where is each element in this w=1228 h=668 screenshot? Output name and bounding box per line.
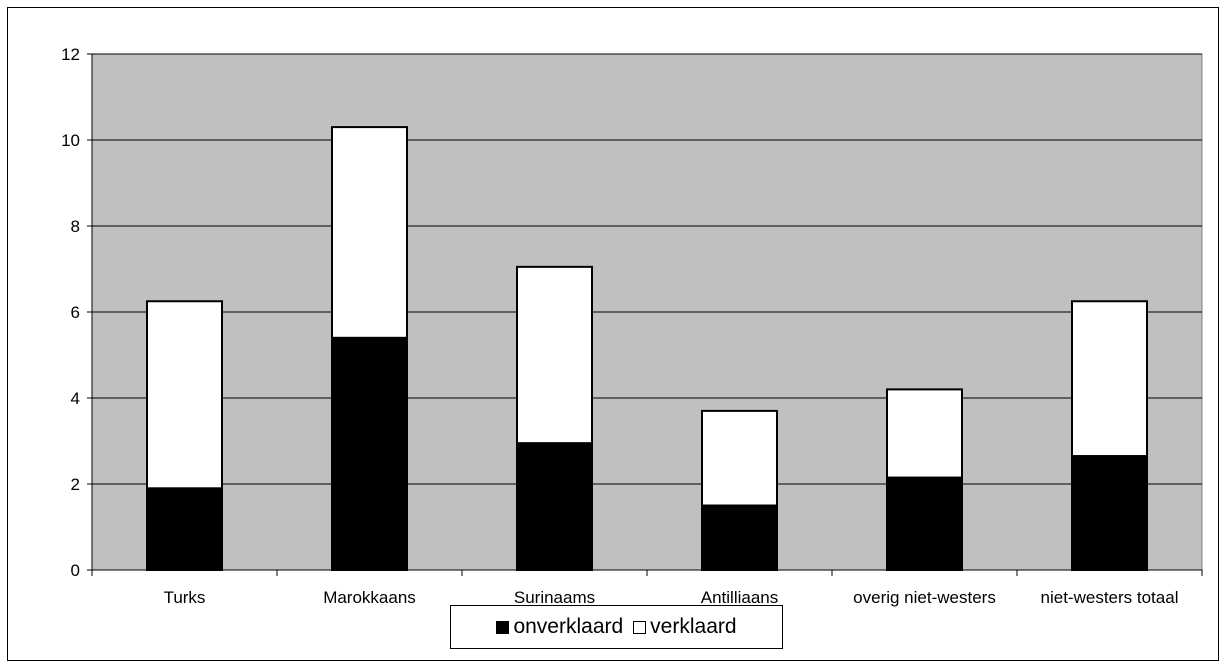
y-tick-label: 4: [71, 389, 80, 408]
bar-verklaard: [1071, 300, 1148, 458]
legend: onverklaard verklaard: [450, 605, 783, 649]
bars: [146, 126, 1148, 571]
bar-onverklaard: [146, 487, 223, 571]
y-tick-label: 2: [71, 475, 80, 494]
x-tick-labels: Turks Marokkaans Surinaams Antilliaans overi…: [164, 588, 1179, 607]
legend-label-verklaard: verklaard: [650, 615, 737, 638]
bar-onverklaard: [701, 504, 778, 571]
y-tick-labels: 0 2 4 6 8 10 12: [61, 45, 80, 580]
legend-swatch-onverklaard: [496, 620, 510, 634]
x-tick-label: Antilliaans: [701, 588, 779, 607]
legend-item-onverklaard: onverklaard: [496, 615, 623, 639]
bar-verklaard: [146, 300, 223, 490]
bar-verklaard: [516, 265, 593, 445]
x-tick-label: Surinaams: [514, 588, 595, 607]
x-tick-label: overig niet-westers: [853, 588, 996, 607]
bar-verklaard: [331, 126, 408, 339]
bar-onverklaard: [886, 476, 963, 571]
y-tick-label: 6: [71, 303, 80, 322]
bar-onverklaard: [516, 442, 593, 571]
y-tick-label: 8: [71, 217, 80, 236]
y-tick-label: 12: [61, 45, 80, 64]
axes: [87, 53, 1203, 576]
legend-item-verklaard: verklaard: [633, 615, 737, 639]
bar-verklaard: [886, 388, 963, 479]
bar-onverklaard: [331, 336, 408, 571]
legend-label-onverklaard: onverklaard: [513, 615, 624, 638]
y-tick-label: 10: [61, 131, 80, 150]
bar-onverklaard: [1071, 455, 1148, 571]
legend-swatch-verklaard: [633, 620, 647, 634]
y-tick-label: 0: [71, 561, 80, 580]
x-tick-label: Marokkaans: [323, 588, 416, 607]
bar-verklaard: [701, 409, 778, 507]
x-tick-label: niet-westers totaal: [1041, 588, 1179, 607]
x-tick-label: Turks: [164, 588, 206, 607]
gridlines: [92, 53, 1202, 485]
